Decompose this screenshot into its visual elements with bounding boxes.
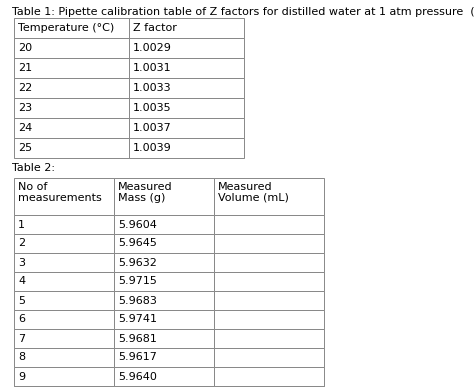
- Text: Measured: Measured: [118, 182, 173, 192]
- Bar: [14, 38, 129, 58]
- Text: 2: 2: [18, 238, 25, 248]
- Bar: [14, 98, 129, 118]
- Text: 5.9645: 5.9645: [118, 238, 157, 248]
- Bar: [14, 386, 114, 387]
- Bar: [14, 78, 129, 98]
- Bar: [114, 329, 214, 348]
- Text: No of: No of: [18, 182, 47, 192]
- Text: 5.9741: 5.9741: [118, 315, 157, 325]
- Bar: [14, 367, 114, 386]
- Text: 3: 3: [18, 257, 25, 267]
- Text: measurements: measurements: [18, 193, 102, 203]
- Bar: [214, 234, 324, 253]
- Bar: [114, 348, 214, 367]
- Bar: [114, 367, 214, 386]
- Text: 9: 9: [18, 372, 25, 382]
- Text: Z factor: Z factor: [133, 23, 177, 33]
- Text: 5.9683: 5.9683: [118, 296, 157, 305]
- Bar: [129, 18, 244, 38]
- Text: 5.9632: 5.9632: [118, 257, 157, 267]
- Text: 8: 8: [18, 353, 25, 363]
- Text: 25: 25: [18, 143, 32, 153]
- Bar: [129, 118, 244, 138]
- Bar: [129, 58, 244, 78]
- Bar: [214, 291, 324, 310]
- Bar: [214, 272, 324, 291]
- Bar: [214, 329, 324, 348]
- Text: Table 2:: Table 2:: [12, 163, 55, 173]
- Bar: [14, 291, 114, 310]
- Bar: [114, 291, 214, 310]
- Bar: [214, 310, 324, 329]
- Bar: [114, 386, 214, 387]
- Bar: [114, 272, 214, 291]
- Text: Mass (g): Mass (g): [118, 193, 165, 203]
- Text: 1.0029: 1.0029: [133, 43, 172, 53]
- Text: 5.9604: 5.9604: [118, 219, 157, 229]
- Bar: [114, 215, 214, 234]
- Bar: [214, 215, 324, 234]
- Text: Table 1: Pipette calibration table of Z factors for distilled water at 1 atm pre: Table 1: Pipette calibration table of Z …: [12, 7, 474, 17]
- Bar: [129, 98, 244, 118]
- Text: Volume (mL): Volume (mL): [218, 193, 289, 203]
- Text: 1.0039: 1.0039: [133, 143, 172, 153]
- Bar: [129, 38, 244, 58]
- Text: 1.0037: 1.0037: [133, 123, 172, 133]
- Text: 1.0031: 1.0031: [133, 63, 172, 73]
- Text: 5.9715: 5.9715: [118, 276, 157, 286]
- Text: 4: 4: [18, 276, 25, 286]
- Bar: [214, 367, 324, 386]
- Bar: [14, 348, 114, 367]
- Bar: [14, 215, 114, 234]
- Bar: [14, 329, 114, 348]
- Bar: [14, 272, 114, 291]
- Bar: [214, 386, 324, 387]
- Text: 5.9617: 5.9617: [118, 353, 157, 363]
- Text: 20: 20: [18, 43, 32, 53]
- Text: 5: 5: [18, 296, 25, 305]
- Bar: [129, 138, 244, 158]
- Bar: [14, 118, 129, 138]
- Bar: [129, 78, 244, 98]
- Bar: [114, 178, 214, 215]
- Text: 1: 1: [18, 219, 25, 229]
- Text: 1.0033: 1.0033: [133, 83, 172, 93]
- Bar: [14, 253, 114, 272]
- Bar: [214, 178, 324, 215]
- Bar: [14, 138, 129, 158]
- Bar: [14, 58, 129, 78]
- Bar: [214, 253, 324, 272]
- Text: 7: 7: [18, 334, 25, 344]
- Bar: [214, 348, 324, 367]
- Bar: [14, 310, 114, 329]
- Text: 24: 24: [18, 123, 32, 133]
- Text: 21: 21: [18, 63, 32, 73]
- Text: 5.9640: 5.9640: [118, 372, 157, 382]
- Bar: [114, 234, 214, 253]
- Bar: [14, 18, 129, 38]
- Text: 22: 22: [18, 83, 32, 93]
- Bar: [14, 234, 114, 253]
- Bar: [114, 310, 214, 329]
- Text: 6: 6: [18, 315, 25, 325]
- Text: Temperature (°C): Temperature (°C): [18, 23, 114, 33]
- Text: 1.0035: 1.0035: [133, 103, 172, 113]
- Bar: [14, 178, 114, 215]
- Text: Measured: Measured: [218, 182, 273, 192]
- Bar: [114, 253, 214, 272]
- Text: 5.9681: 5.9681: [118, 334, 157, 344]
- Text: 23: 23: [18, 103, 32, 113]
